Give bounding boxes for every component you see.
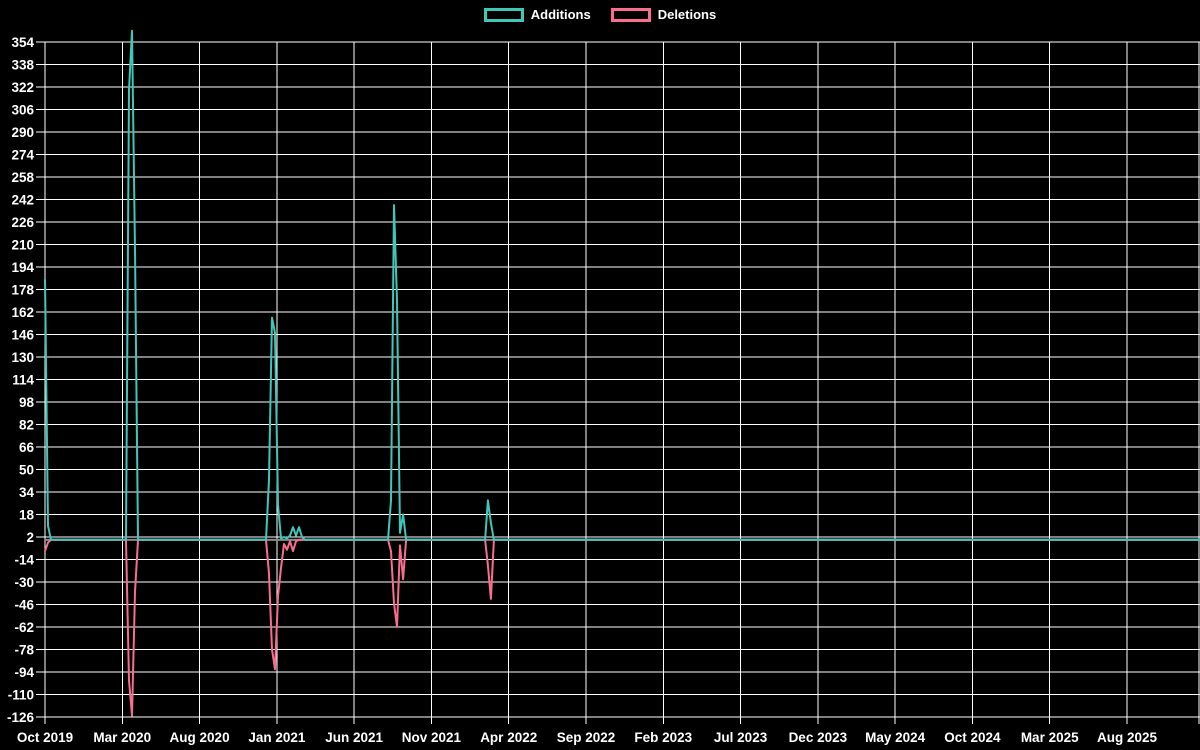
x-tick-label: Feb 2023 bbox=[634, 730, 692, 745]
chart-legend: Additions Deletions bbox=[0, 7, 1200, 22]
additions-line bbox=[44, 29, 1200, 541]
y-tick-label: -126 bbox=[7, 710, 35, 725]
x-axis-labels: Oct 2019 Mar 2020 Aug 2020 Jan 2021 Jun 2021… bbox=[17, 730, 1158, 745]
y-tick-label: 290 bbox=[11, 125, 34, 140]
y-tick-label: 210 bbox=[11, 238, 34, 253]
x-tick-label: Apr 2022 bbox=[480, 730, 537, 745]
y-tick-label: -30 bbox=[14, 575, 34, 590]
x-tick-label: Mar 2020 bbox=[93, 730, 151, 745]
x-tick-label: Jan 2021 bbox=[248, 730, 306, 745]
deletions-line bbox=[44, 538, 1200, 717]
y-tick-label: 82 bbox=[19, 418, 34, 433]
y-tick-label: 226 bbox=[11, 215, 34, 230]
y-tick-label: 306 bbox=[11, 103, 34, 118]
y-tick-label: 146 bbox=[11, 328, 34, 343]
x-tick-label: Sep 2022 bbox=[557, 730, 616, 745]
y-tick-label: -94 bbox=[14, 665, 34, 680]
x-tick-label: Oct 2019 bbox=[17, 730, 73, 745]
x-tick-label: Dec 2023 bbox=[789, 730, 848, 745]
legend-label-deletions: Deletions bbox=[657, 7, 717, 22]
y-axis-labels: 354 338 322 306 290 274 258 242 226 210 194 178 162 1… bbox=[7, 35, 35, 725]
y-tick-label: 50 bbox=[19, 463, 34, 478]
x-tick-label: Aug 2020 bbox=[170, 730, 230, 745]
y-tick-label: -62 bbox=[14, 620, 34, 635]
y-tick-label: 354 bbox=[11, 35, 34, 50]
x-tick-label: Jul 2023 bbox=[714, 730, 768, 745]
y-tick-label: 258 bbox=[11, 170, 34, 185]
y-tick-label: 66 bbox=[19, 440, 35, 455]
x-tick-label: Mar 2025 bbox=[1021, 730, 1079, 745]
y-tick-label: 178 bbox=[11, 283, 34, 298]
y-tick-label: -78 bbox=[14, 643, 34, 658]
additions-swatch-icon bbox=[483, 7, 524, 22]
y-tick-label: 18 bbox=[19, 508, 35, 523]
y-tick-label: 242 bbox=[11, 193, 34, 208]
y-tick-label: 194 bbox=[11, 260, 34, 275]
y-tick-label: -14 bbox=[14, 553, 34, 568]
y-tick-label: 114 bbox=[12, 373, 34, 388]
gridlines bbox=[36, 41, 1200, 724]
y-tick-label: 34 bbox=[19, 485, 35, 500]
y-tick-label: 322 bbox=[11, 80, 34, 95]
x-tick-label: Aug 2025 bbox=[1097, 730, 1158, 745]
y-tick-label: 98 bbox=[19, 395, 35, 410]
y-tick-label: 338 bbox=[11, 58, 34, 73]
x-tick-label: Jun 2021 bbox=[325, 730, 383, 745]
y-tick-label: 130 bbox=[11, 350, 34, 365]
legend-item-deletions[interactable]: Deletions bbox=[610, 7, 717, 22]
legend-item-additions[interactable]: Additions bbox=[483, 7, 591, 22]
y-tick-label: -46 bbox=[14, 598, 34, 613]
y-tick-label: 274 bbox=[11, 148, 34, 163]
x-tick-label: Nov 2021 bbox=[402, 730, 462, 745]
legend-label-additions: Additions bbox=[530, 7, 591, 22]
y-tick-label: 162 bbox=[11, 305, 34, 320]
y-tick-label: -110 bbox=[8, 688, 34, 703]
x-tick-label: Oct 2024 bbox=[944, 730, 1001, 745]
deletions-swatch-icon bbox=[610, 7, 651, 22]
y-tick-label: 2 bbox=[26, 530, 34, 545]
x-tick-label: May 2024 bbox=[865, 730, 926, 745]
